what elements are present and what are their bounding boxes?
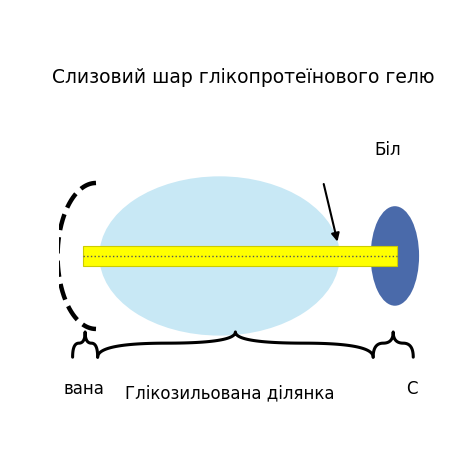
Ellipse shape bbox=[371, 206, 419, 306]
Text: Біл: Біл bbox=[375, 141, 401, 159]
Ellipse shape bbox=[100, 176, 340, 336]
Text: Глікозильована ділянка: Глікозильована ділянка bbox=[125, 385, 334, 402]
Text: Слизовий шар глікопротеїнового гелю: Слизовий шар глікопротеїнового гелю bbox=[52, 69, 434, 88]
Bar bbox=[82, 246, 397, 265]
Text: С: С bbox=[406, 380, 417, 398]
Text: вана: вана bbox=[64, 380, 105, 398]
